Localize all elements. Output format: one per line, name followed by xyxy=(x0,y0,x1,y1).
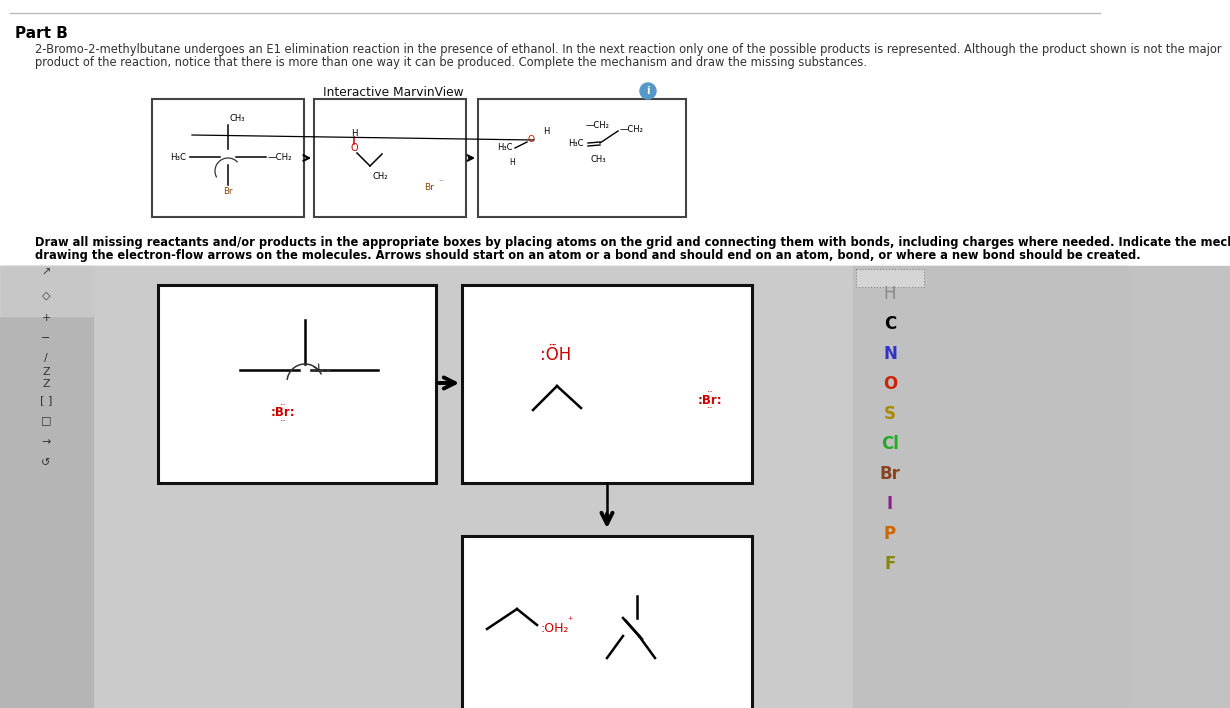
Text: H₃C: H₃C xyxy=(170,152,186,161)
Text: O: O xyxy=(883,375,897,393)
Text: O: O xyxy=(528,135,535,144)
Text: Z
Z: Z Z xyxy=(42,367,49,389)
Text: ··: ·· xyxy=(279,416,287,426)
Text: F: F xyxy=(884,555,895,573)
Text: :ÖH: :ÖH xyxy=(540,346,572,364)
Bar xyxy=(856,269,924,287)
Text: —CH₂: —CH₂ xyxy=(620,125,643,134)
Bar xyxy=(478,99,686,217)
Text: H: H xyxy=(883,285,897,303)
Text: Br: Br xyxy=(424,183,434,191)
Text: ↗: ↗ xyxy=(42,268,50,278)
Text: CH₃: CH₃ xyxy=(590,155,605,164)
Text: —CH₂: —CH₂ xyxy=(268,152,293,161)
Text: Draw all missing reactants and/or products in the appropriate boxes by placing a: Draw all missing reactants and/or produc… xyxy=(34,236,1230,249)
Text: :Br:: :Br: xyxy=(697,394,722,406)
Bar xyxy=(157,285,435,483)
Text: Br: Br xyxy=(879,465,900,483)
Text: P: P xyxy=(884,525,897,543)
Text: product of the reaction, notice that there is more than one way it can be produc: product of the reaction, notice that the… xyxy=(34,56,867,69)
Bar xyxy=(93,266,852,708)
Bar xyxy=(153,99,304,217)
Bar xyxy=(0,266,1230,708)
Text: CH₃: CH₃ xyxy=(230,114,246,123)
Text: Br: Br xyxy=(224,187,232,196)
Text: +: + xyxy=(42,313,50,323)
Text: Cl: Cl xyxy=(881,435,899,453)
Text: O: O xyxy=(351,143,358,153)
Text: [ ]: [ ] xyxy=(39,395,52,405)
Text: S: S xyxy=(884,405,895,423)
Text: ◇: ◇ xyxy=(42,291,50,301)
Text: H: H xyxy=(542,127,550,137)
Text: i: i xyxy=(646,86,649,96)
Circle shape xyxy=(640,83,656,99)
Text: ··: ·· xyxy=(550,340,557,350)
Text: →: → xyxy=(42,437,50,447)
Text: Part B: Part B xyxy=(15,26,68,41)
Text: H: H xyxy=(509,158,515,167)
Text: CH₂: CH₂ xyxy=(373,172,387,181)
Text: ⁻: ⁻ xyxy=(438,178,443,188)
Text: :OH₂: :OH₂ xyxy=(540,622,568,634)
Text: :Br:: :Br: xyxy=(271,406,295,420)
Text: N: N xyxy=(883,345,897,363)
Text: ··: ·· xyxy=(279,400,287,410)
Text: /: / xyxy=(44,353,48,363)
Text: ··: ·· xyxy=(706,403,713,413)
Bar xyxy=(0,266,93,708)
Text: ↺: ↺ xyxy=(42,458,50,468)
Text: I: I xyxy=(887,495,893,513)
Text: —CH₂: —CH₂ xyxy=(585,120,610,130)
Text: H: H xyxy=(351,130,357,139)
Text: H₃C: H₃C xyxy=(497,144,513,152)
Text: Interactive MarvinView: Interactive MarvinView xyxy=(322,86,464,99)
Text: ⁺: ⁺ xyxy=(567,616,572,626)
Bar xyxy=(462,536,752,708)
Text: C: C xyxy=(884,315,897,333)
Text: 2-Bromo-2-methylbutane undergoes an E1 elimination reaction in the presence of e: 2-Bromo-2-methylbutane undergoes an E1 e… xyxy=(34,43,1221,56)
Text: drawing the electron-flow arrows on the molecules. Arrows should start on an ato: drawing the electron-flow arrows on the … xyxy=(34,249,1140,262)
Text: −: − xyxy=(42,333,50,343)
Bar xyxy=(0,266,93,316)
Bar xyxy=(462,285,752,483)
Bar xyxy=(852,266,1128,708)
Text: □: □ xyxy=(41,415,52,425)
Bar xyxy=(314,99,466,217)
Text: H₃C: H₃C xyxy=(568,139,583,147)
Text: ··: ·· xyxy=(706,387,713,397)
